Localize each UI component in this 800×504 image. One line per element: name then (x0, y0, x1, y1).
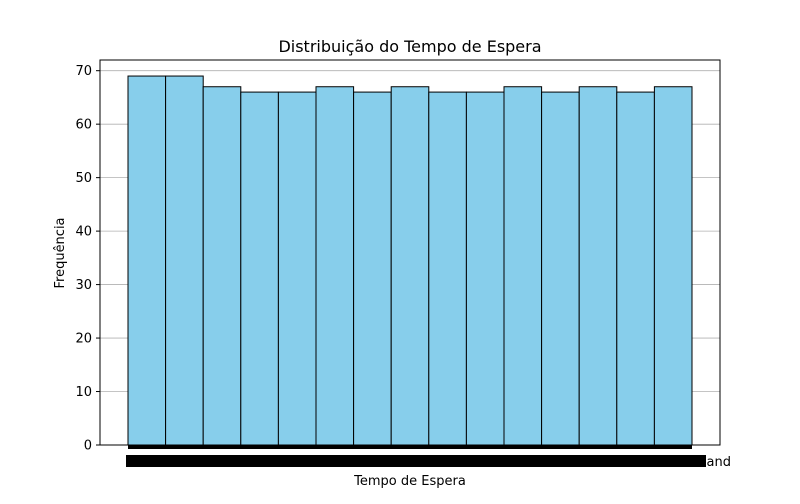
x-tick-overflow-label: and (707, 455, 731, 470)
histogram-bar (240, 91, 279, 446)
histogram-bar (202, 86, 242, 446)
histogram-bar (503, 86, 543, 446)
histogram-bar (165, 75, 204, 446)
y-tick-label: 40 (75, 225, 92, 240)
histogram-bar (616, 91, 655, 446)
y-tick-label: 70 (75, 64, 92, 79)
x-tick-clutter (126, 445, 706, 467)
y-tick-label: 50 (75, 171, 92, 186)
histogram-bar (315, 86, 355, 446)
chart-title: Distribuição do Tempo de Espera (278, 37, 541, 56)
axes-frame (99, 59, 721, 446)
x-tick-label-clutter (126, 455, 706, 467)
histogram-bar (390, 86, 430, 446)
histogram-bar (653, 86, 693, 446)
y-tick-label: 0 (84, 439, 92, 454)
histogram-bar (428, 91, 467, 446)
histogram-bar (127, 75, 167, 446)
x-tick-mark-band (128, 445, 692, 449)
x-axis-label: Tempo de Espera (353, 474, 466, 489)
y-tick-label: 60 (75, 118, 92, 133)
histogram-bar (465, 91, 505, 446)
bars-layer (127, 75, 693, 446)
histogram-bar (578, 86, 618, 446)
y-tick-label: 30 (75, 278, 92, 293)
histogram-bar (353, 91, 392, 446)
y-axis-ticks: 0 10 20 30 40 50 60 70 (75, 64, 100, 454)
histogram-bar (541, 91, 580, 446)
histogram-bar (277, 91, 317, 446)
y-axis-label: Frequência (53, 217, 68, 288)
y-tick-label: 10 (75, 385, 92, 400)
y-tick-label: 20 (75, 332, 92, 347)
